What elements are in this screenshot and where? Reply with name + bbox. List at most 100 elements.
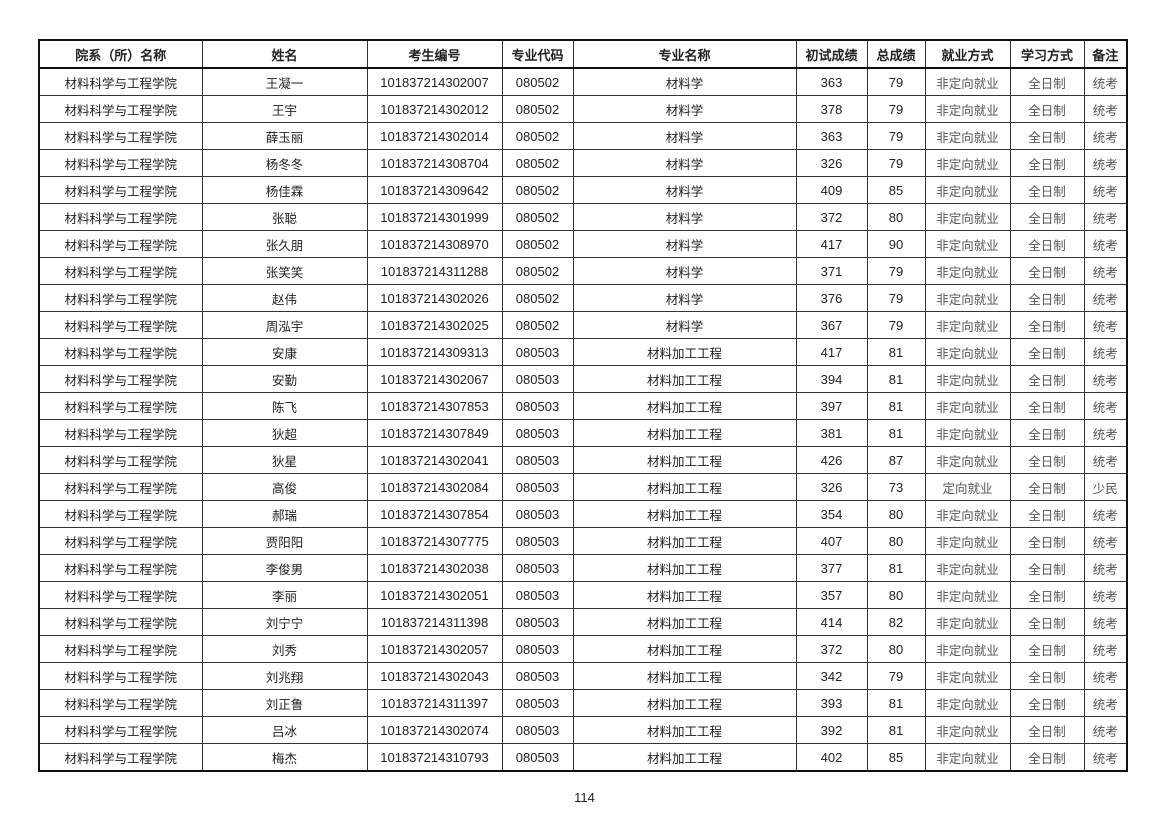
table-row: 材料科学与工程学院 杨佳霖 101837214309642 080502 材料学 409 8… (38, 176, 1128, 204)
cell-department: 材料科学与工程学院 (38, 95, 203, 123)
cell-candidate-id: 101837214302084 (366, 473, 503, 501)
cell-employment-type: 非定向就业 (924, 230, 1011, 258)
cell-study-mode: 全日制 (1009, 527, 1085, 555)
cell-name: 贾阳阳 (201, 527, 368, 555)
cell-study-mode: 全日制 (1009, 365, 1085, 393)
cell-department: 材料科学与工程学院 (38, 230, 203, 258)
cell-employment-type: 非定向就业 (924, 149, 1011, 177)
cell-employment-type: 非定向就业 (924, 689, 1011, 717)
cell-department: 材料科学与工程学院 (38, 176, 203, 204)
cell-study-mode: 全日制 (1009, 67, 1085, 96)
table-row: 材料科学与工程学院 高俊 101837214302084 080503 材料加工工程 32… (38, 473, 1128, 501)
cell-prelim-score: 414 (795, 608, 868, 636)
cell-total-score: 85 (866, 176, 926, 204)
cell-prelim-score: 417 (795, 230, 868, 258)
cell-major-code: 080502 (501, 284, 574, 312)
cell-name: 吕冰 (201, 716, 368, 744)
cell-prelim-score: 354 (795, 500, 868, 528)
cell-prelim-score: 342 (795, 662, 868, 690)
cell-employment-type: 非定向就业 (924, 257, 1011, 285)
cell-employment-type: 非定向就业 (924, 581, 1011, 609)
cell-candidate-id: 101837214302057 (366, 635, 503, 663)
cell-total-score: 82 (866, 608, 926, 636)
cell-employment-type: 非定向就业 (924, 338, 1011, 366)
cell-department: 材料科学与工程学院 (38, 203, 203, 231)
cell-name: 杨佳霖 (201, 176, 368, 204)
cell-study-mode: 全日制 (1009, 608, 1085, 636)
cell-major-code: 080502 (501, 149, 574, 177)
cell-remark: 统考 (1083, 122, 1128, 150)
cell-major-code: 080503 (501, 500, 574, 528)
cell-name: 刘兆翔 (201, 662, 368, 690)
cell-name: 狄超 (201, 419, 368, 447)
cell-remark: 统考 (1083, 716, 1128, 744)
cell-candidate-id: 101837214302074 (366, 716, 503, 744)
cell-remark: 统考 (1083, 95, 1128, 123)
cell-major-code: 080503 (501, 716, 574, 744)
cell-remark: 统考 (1083, 500, 1128, 528)
cell-candidate-id: 101837214307849 (366, 419, 503, 447)
cell-study-mode: 全日制 (1009, 176, 1085, 204)
cell-candidate-id: 101837214302014 (366, 122, 503, 150)
cell-major-name: 材料加工工程 (572, 419, 797, 447)
cell-department: 材料科学与工程学院 (38, 392, 203, 420)
header-row: 院系（所）名称 姓名 考生编号 专业代码 专业名称 初试成绩 总成绩 就业方式 学习方式 备注 (38, 39, 1128, 69)
cell-total-score: 80 (866, 581, 926, 609)
cell-total-score: 81 (866, 365, 926, 393)
cell-study-mode: 全日制 (1009, 446, 1085, 474)
cell-prelim-score: 381 (795, 419, 868, 447)
cell-study-mode: 全日制 (1009, 284, 1085, 312)
cell-department: 材料科学与工程学院 (38, 338, 203, 366)
admission-table: 院系（所）名称 姓名 考生编号 专业代码 专业名称 初试成绩 总成绩 就业方式 学习方式 备注 材… (38, 39, 1128, 772)
cell-department: 材料科学与工程学院 (38, 149, 203, 177)
cell-prelim-score: 394 (795, 365, 868, 393)
cell-major-name: 材料加工工程 (572, 608, 797, 636)
cell-candidate-id: 101837214302043 (366, 662, 503, 690)
cell-name: 郝瑞 (201, 500, 368, 528)
cell-department: 材料科学与工程学院 (38, 716, 203, 744)
cell-remark: 统考 (1083, 203, 1128, 231)
cell-study-mode: 全日制 (1009, 635, 1085, 663)
cell-major-code: 080503 (501, 473, 574, 501)
cell-department: 材料科学与工程学院 (38, 743, 203, 772)
table-row: 材料科学与工程学院 贾阳阳 101837214307775 080503 材料加工工程 4… (38, 527, 1128, 555)
cell-name: 安勤 (201, 365, 368, 393)
cell-prelim-score: 357 (795, 581, 868, 609)
cell-candidate-id: 101837214301999 (366, 203, 503, 231)
cell-name: 杨冬冬 (201, 149, 368, 177)
cell-candidate-id: 101837214302041 (366, 446, 503, 474)
cell-remark: 统考 (1083, 554, 1128, 582)
cell-major-name: 材料加工工程 (572, 446, 797, 474)
cell-department: 材料科学与工程学院 (38, 257, 203, 285)
cell-remark: 统考 (1083, 365, 1128, 393)
cell-candidate-id: 101837214307775 (366, 527, 503, 555)
cell-major-code: 080502 (501, 122, 574, 150)
table-row: 材料科学与工程学院 张久朋 101837214308970 080502 材料学 417 9… (38, 230, 1128, 258)
table-row: 材料科学与工程学院 郝瑞 101837214307854 080503 材料加工工程 35… (38, 500, 1128, 528)
cell-major-name: 材料学 (572, 257, 797, 285)
cell-employment-type: 非定向就业 (924, 95, 1011, 123)
cell-study-mode: 全日制 (1009, 257, 1085, 285)
cell-candidate-id: 101837214307854 (366, 500, 503, 528)
header-prelim-score: 初试成绩 (795, 39, 868, 69)
cell-major-code: 080503 (501, 743, 574, 772)
table-row: 材料科学与工程学院 狄超 101837214307849 080503 材料加工工程 38… (38, 419, 1128, 447)
header-employment-type: 就业方式 (924, 39, 1011, 69)
header-total-score: 总成绩 (866, 39, 926, 69)
cell-total-score: 81 (866, 716, 926, 744)
table-row: 材料科学与工程学院 李丽 101837214302051 080503 材料加工工程 35… (38, 581, 1128, 609)
cell-remark: 统考 (1083, 230, 1128, 258)
table-row: 材料科学与工程学院 赵伟 101837214302026 080502 材料学 376 79… (38, 284, 1128, 312)
cell-remark: 统考 (1083, 743, 1128, 772)
cell-study-mode: 全日制 (1009, 149, 1085, 177)
header-department: 院系（所）名称 (38, 39, 203, 69)
cell-major-name: 材料加工工程 (572, 581, 797, 609)
cell-prelim-score: 417 (795, 338, 868, 366)
cell-employment-type: 非定向就业 (924, 67, 1011, 96)
cell-name: 张聪 (201, 203, 368, 231)
cell-department: 材料科学与工程学院 (38, 365, 203, 393)
cell-candidate-id: 101837214311397 (366, 689, 503, 717)
cell-major-name: 材料学 (572, 203, 797, 231)
cell-major-code: 080502 (501, 311, 574, 339)
cell-major-code: 080503 (501, 527, 574, 555)
